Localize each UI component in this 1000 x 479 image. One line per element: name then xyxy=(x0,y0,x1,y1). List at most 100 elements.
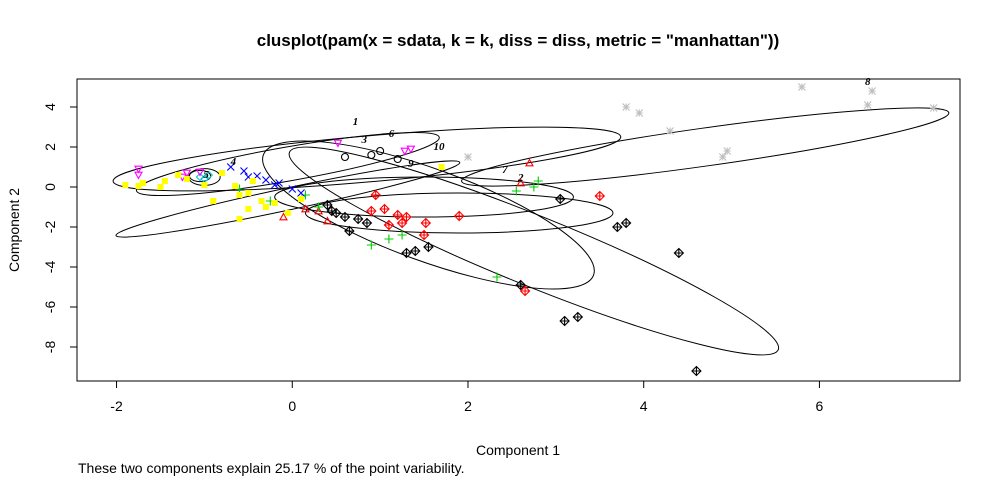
data-point xyxy=(322,216,332,225)
data-point xyxy=(515,279,526,291)
data-point xyxy=(366,240,376,250)
data-point xyxy=(262,176,270,184)
data-point xyxy=(288,185,297,193)
data-point xyxy=(379,203,390,215)
data-point xyxy=(314,206,324,215)
data-point xyxy=(797,83,806,91)
data-point xyxy=(258,198,265,204)
y-tick-label: -2 xyxy=(42,221,58,234)
data-point xyxy=(376,146,385,156)
data-point xyxy=(183,176,190,182)
data-point xyxy=(195,168,205,177)
data-point xyxy=(392,209,403,221)
data-point xyxy=(929,104,938,112)
data-point xyxy=(383,219,395,231)
data-point xyxy=(863,101,872,109)
data-point xyxy=(622,103,631,111)
data-point xyxy=(297,189,305,197)
data-point xyxy=(519,285,531,297)
data-point xyxy=(612,221,623,233)
cluster-8-ellipse xyxy=(461,107,950,187)
data-point xyxy=(262,204,269,210)
data-point xyxy=(339,211,351,223)
cluster-labels: 1 2 3 4 5 6 7 8 9 10 xyxy=(203,76,871,184)
data-point xyxy=(270,181,279,189)
data-point xyxy=(868,87,877,95)
cluster-3-ellipse xyxy=(262,140,595,290)
data-point xyxy=(401,211,412,223)
data-point xyxy=(195,172,205,182)
data-point xyxy=(236,192,243,198)
y-tick-label: -8 xyxy=(42,341,58,354)
data-point xyxy=(559,315,570,327)
data-point xyxy=(370,189,382,201)
y-tick-label: -6 xyxy=(42,301,58,314)
data-point xyxy=(245,206,252,212)
cluster-8-label: 8 xyxy=(865,76,871,88)
data-point xyxy=(423,241,434,253)
data-point xyxy=(361,217,373,229)
data-point xyxy=(301,204,310,213)
data-point xyxy=(298,196,305,202)
x-axis: -2 0 2 4 6 xyxy=(110,380,824,414)
data-point xyxy=(525,158,534,167)
data-point xyxy=(529,182,539,192)
data-point xyxy=(691,365,702,377)
data-point xyxy=(397,230,407,240)
data-point xyxy=(554,193,566,205)
data-point xyxy=(210,198,217,204)
data-point xyxy=(333,139,343,148)
data-point xyxy=(275,179,283,187)
cluster-9-ellipse xyxy=(288,146,780,356)
data-point xyxy=(406,145,416,154)
data-point xyxy=(666,127,674,135)
data-point xyxy=(401,247,412,259)
cluster-1-label: 1 xyxy=(353,116,359,128)
data-point xyxy=(620,217,632,229)
variability-footnote: These two components explain 25.17 % of … xyxy=(78,460,465,476)
data-point xyxy=(516,178,526,187)
data-point xyxy=(161,178,168,184)
data-point xyxy=(240,167,248,175)
data-point xyxy=(245,190,252,196)
data-point xyxy=(384,234,394,244)
data-point xyxy=(322,199,333,211)
data-point xyxy=(139,180,146,186)
cluster-6-label: 6 xyxy=(389,128,395,140)
data-point xyxy=(135,183,142,189)
data-point xyxy=(400,147,410,156)
x-axis-label: Component 1 xyxy=(476,442,560,458)
cluster-ellipses xyxy=(112,107,950,356)
data-point xyxy=(367,150,376,160)
data-point xyxy=(340,152,350,162)
data-point xyxy=(157,184,164,190)
data-points xyxy=(122,83,938,377)
data-point xyxy=(182,169,192,178)
data-point xyxy=(572,311,584,323)
data-point xyxy=(204,170,214,180)
data-point xyxy=(201,182,208,188)
data-point xyxy=(409,245,421,257)
data-point xyxy=(366,205,377,217)
y-tick-label: 2 xyxy=(42,143,58,151)
data-point xyxy=(314,202,324,212)
data-point xyxy=(226,163,235,171)
data-point xyxy=(134,165,143,174)
data-point xyxy=(134,171,143,180)
cluster-6-ellipse xyxy=(135,131,440,197)
x-tick-label: 2 xyxy=(464,398,472,414)
data-point xyxy=(218,170,225,176)
cluster-9-label: 9 xyxy=(408,158,414,170)
data-point xyxy=(594,190,606,202)
data-point xyxy=(249,178,256,184)
y-tick-label: 4 xyxy=(42,103,58,111)
data-point xyxy=(418,229,430,241)
data-point xyxy=(175,172,182,178)
data-point xyxy=(352,213,364,225)
data-point xyxy=(396,217,408,229)
y-tick-label: -4 xyxy=(42,261,58,274)
x-tick-label: 6 xyxy=(816,398,824,414)
data-point xyxy=(279,212,288,221)
data-point xyxy=(438,164,445,170)
